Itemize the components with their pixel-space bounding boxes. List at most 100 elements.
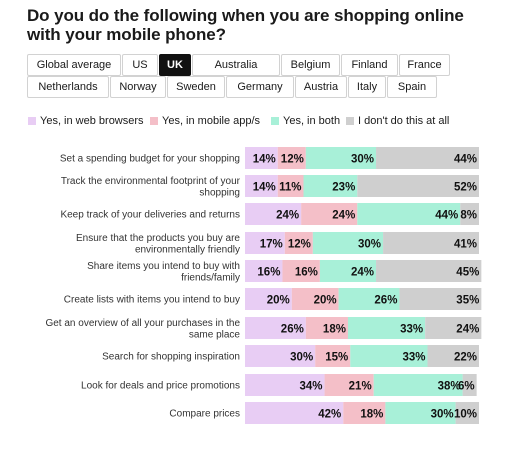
chart-legend: Yes, in web browsers Yes, in mobile app/s…	[28, 114, 498, 128]
value-label-none: 8%	[460, 210, 477, 222]
country-tab-finland[interactable]: Finland	[341, 54, 398, 76]
category-label: Track the environmental footprint of you…	[61, 176, 241, 199]
country-tab-austria[interactable]: Austria	[295, 76, 347, 98]
legend-swatch	[346, 117, 354, 125]
bar-segment-app	[291, 288, 339, 310]
value-label-none: 45%	[456, 267, 479, 279]
country-tab-sweden[interactable]: Sweden	[167, 76, 225, 98]
value-label-web: 17%	[260, 239, 283, 251]
country-tab-france[interactable]: France	[399, 54, 450, 76]
value-label-web: 16%	[257, 267, 280, 279]
value-label-app: 16%	[295, 267, 318, 279]
bar-segment-both	[338, 288, 400, 310]
value-label-app: 11%	[279, 182, 301, 194]
value-label-web: 26%	[281, 324, 304, 336]
legend-label: Yes, in both	[283, 115, 341, 127]
value-label-web: 34%	[300, 381, 323, 393]
value-label-both: 26%	[374, 295, 397, 307]
bar-segment-both	[373, 374, 463, 396]
bar-segment-app	[282, 260, 320, 282]
legend-label: Yes, in mobile app/s	[162, 115, 261, 127]
bar-segment-app	[324, 374, 374, 396]
bar-segment-web	[245, 260, 283, 282]
bar-segment-both	[312, 232, 384, 254]
bar-segment-none	[462, 374, 477, 396]
country-tab-italy[interactable]: Italy	[348, 76, 386, 98]
category-label: Search for shopping inspiration	[102, 352, 240, 363]
bar-segment-web	[245, 317, 306, 339]
category-label: Keep track of your deliveries and return…	[60, 210, 240, 221]
value-label-app: 12%	[281, 154, 304, 166]
category-label: Set a spending budget for your shopping	[60, 154, 240, 165]
bar-segment-app	[277, 147, 306, 169]
bar-segment-both	[357, 203, 461, 225]
value-label-web: 30%	[290, 352, 313, 364]
bar-segment-both	[319, 260, 377, 282]
country-tab-uk[interactable]: UK	[159, 54, 191, 76]
legend-label: Yes, in web browsers	[40, 115, 144, 127]
legend-swatch	[271, 117, 279, 125]
value-label-app: 20%	[314, 295, 337, 307]
value-label-app: 18%	[323, 324, 346, 336]
value-label-none: 35%	[456, 295, 479, 307]
value-label-both: 38%	[438, 381, 461, 393]
chart-title: Do you do the following when you are sho…	[27, 6, 464, 44]
value-label-both: 33%	[400, 324, 423, 336]
country-tab-global-average[interactable]: Global average	[27, 54, 121, 76]
bar-segment-web	[245, 402, 344, 424]
value-label-app: 18%	[360, 409, 383, 421]
bar-segment-web	[245, 345, 316, 367]
bar-segment-web	[245, 232, 285, 254]
bar-segment-none	[376, 147, 479, 169]
value-label-none: 10%	[454, 409, 477, 421]
legend-item-app: Yes, in mobile app/s	[150, 114, 260, 128]
bar-segment-app	[315, 345, 351, 367]
country-tab-australia[interactable]: Australia	[192, 54, 280, 76]
country-tab-netherlands[interactable]: Netherlands	[27, 76, 109, 98]
bar-segment-none	[425, 317, 482, 339]
category-label: Share items you intend to buy with friend…	[87, 261, 240, 284]
category-label: Create lists with items you intend to bu…	[64, 295, 240, 306]
country-tab-belgium[interactable]: Belgium	[281, 54, 340, 76]
value-label-both: 33%	[402, 352, 425, 364]
legend-item-web: Yes, in web browsers	[28, 114, 144, 128]
value-label-both: 24%	[351, 267, 374, 279]
country-tab-norway[interactable]: Norway	[110, 76, 166, 98]
value-label-none: 24%	[456, 324, 479, 336]
value-label-both: 30%	[358, 239, 381, 251]
legend-label: I don't do this at all	[358, 115, 450, 127]
country-tab-us[interactable]: US	[122, 54, 158, 76]
value-label-web: 20%	[267, 295, 290, 307]
category-label: Look for deals and price promotions	[81, 381, 240, 392]
value-label-none: 22%	[454, 352, 477, 364]
legend-swatch	[28, 117, 36, 125]
value-label-none: 44%	[454, 154, 477, 166]
value-label-none: 6%	[458, 381, 475, 393]
value-label-none: 41%	[454, 239, 477, 251]
bar-segment-none	[460, 203, 479, 225]
bar-segment-app	[284, 232, 313, 254]
value-label-both: 30%	[351, 154, 374, 166]
bar-segment-both	[305, 147, 377, 169]
country-tab-germany[interactable]: Germany	[226, 76, 294, 98]
bar-segment-app	[277, 175, 304, 197]
bar-segment-none	[427, 345, 479, 367]
value-label-both: 30%	[431, 409, 454, 421]
value-label-app: 12%	[288, 239, 311, 251]
country-tabs-row-2: Netherlands Norway Sweden Germany Austria Ita…	[27, 76, 497, 98]
bar-segment-web	[245, 175, 278, 197]
bar-segment-both	[303, 175, 358, 197]
bar-segment-none	[455, 402, 479, 424]
bar-segment-none	[357, 175, 479, 197]
legend-item-both: Yes, in both	[271, 114, 340, 128]
bar-segment-web	[245, 288, 292, 310]
bar-segment-web	[245, 147, 278, 169]
legend-swatch	[150, 117, 158, 125]
country-tab-spain[interactable]: Spain	[387, 76, 437, 98]
legend-item-none: I don't do this at all	[346, 114, 449, 128]
value-label-web: 14%	[253, 182, 276, 194]
bar-segment-none	[383, 232, 479, 254]
value-label-web: 42%	[318, 409, 341, 421]
bar-segment-both	[350, 345, 428, 367]
